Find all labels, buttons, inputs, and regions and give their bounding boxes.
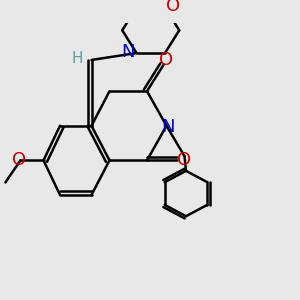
Text: H: H — [71, 51, 83, 66]
Text: O: O — [166, 0, 181, 15]
Text: N: N — [121, 43, 135, 61]
Text: O: O — [176, 151, 191, 169]
Text: O: O — [12, 151, 26, 169]
Text: O: O — [159, 51, 173, 69]
Text: N: N — [161, 118, 175, 136]
